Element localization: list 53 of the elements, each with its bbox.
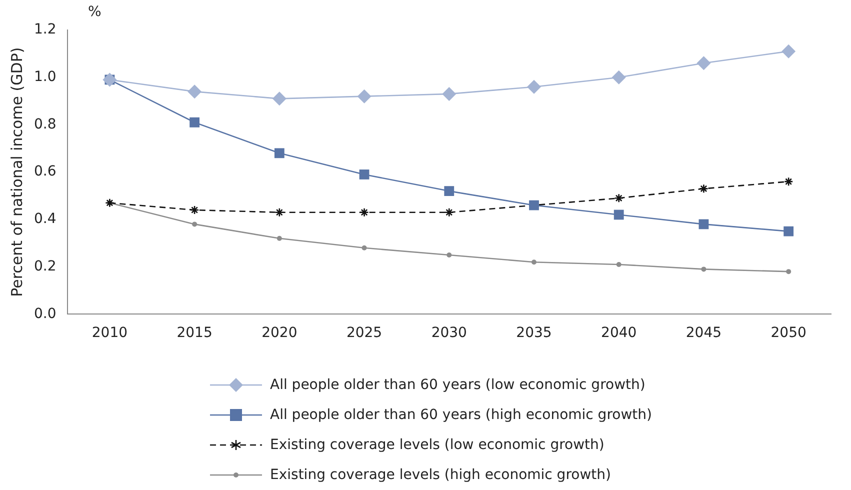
point [614,194,624,203]
legend-label: All people older than 60 years (low economic growth) [270,377,646,393]
y-tick-label: 0.2 [34,258,56,274]
point [274,148,284,158]
y-tick-label: 0.0 [34,306,56,322]
x-tick-label: 2035 [516,325,552,342]
point [188,84,202,99]
point [782,44,796,58]
point [105,198,114,208]
y-tick-label: 0.4 [34,211,56,228]
point [359,170,370,180]
text: % [88,4,102,20]
point [274,208,284,218]
point [444,186,454,196]
y-tick-label: 0.6 [34,164,56,180]
point [526,80,541,94]
point [699,184,708,194]
point [192,222,198,227]
point [190,117,200,128]
x-tick-label: 2040 [601,325,637,342]
y-tick-label: 1.0 [34,69,56,86]
x-tick-label: 2015 [176,325,212,342]
point [696,56,711,70]
point [446,252,452,258]
point [190,205,200,215]
x-tick-label: 2050 [770,325,806,342]
x-tick-label: 2025 [346,325,382,342]
point [444,208,454,218]
point [272,92,286,106]
point [362,245,367,250]
point [276,236,282,241]
point [360,208,369,218]
point [698,219,709,230]
legend-label: All people older than 60 years (high economic growth) [270,407,652,423]
point [786,269,792,274]
legend-label: Existing coverage levels (high economic growth) [270,467,611,483]
point [357,89,372,104]
y-tick-label: 1.2 [34,22,56,38]
y-tick-label: 0.8 [34,116,56,132]
point [531,260,536,265]
x-tick-label: 2010 [92,325,128,342]
x-tick-label: 2030 [431,325,467,342]
point [616,262,622,267]
point [612,70,626,84]
legend-label: Existing coverage levels (low economic growth) [270,437,604,453]
y-axis-title: Percent of national income (GDP) [8,47,26,297]
x-tick-label: 2020 [262,325,298,342]
point [784,176,794,186]
point [784,226,794,236]
x-tick-label: 2045 [686,325,722,342]
point [701,266,706,272]
point [614,210,624,220]
point [442,86,456,101]
